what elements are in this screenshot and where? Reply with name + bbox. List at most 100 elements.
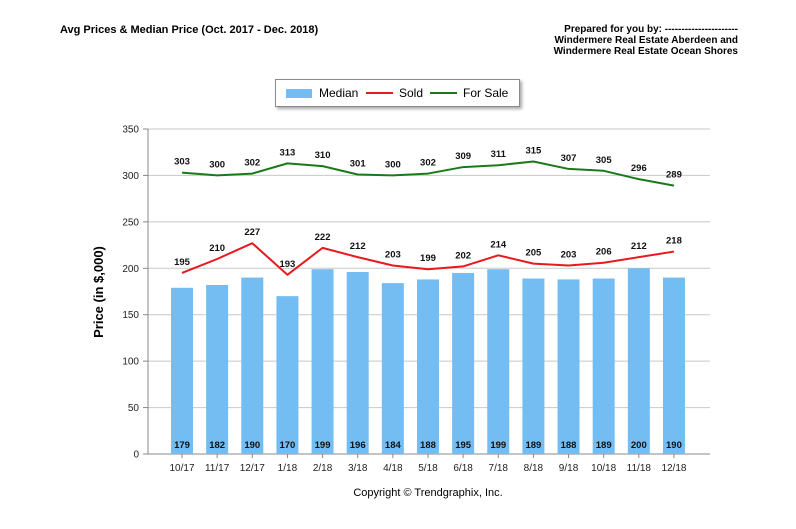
- y-tick-label: 300: [122, 171, 139, 182]
- median-data-label: 188: [420, 440, 436, 451]
- y-tick-label: 0: [133, 450, 139, 461]
- x-tick-label: 11/17: [205, 463, 230, 474]
- y-tick-label: 200: [122, 264, 139, 275]
- x-tick-label: 7/18: [489, 463, 509, 474]
- median-bar: [381, 283, 404, 454]
- legend-label-median: Median: [319, 86, 359, 100]
- for-sale-data-label: 310: [315, 150, 331, 161]
- x-tick-label: 8/18: [524, 463, 544, 474]
- sold-data-label: 193: [279, 259, 295, 270]
- y-tick-label: 100: [122, 357, 139, 368]
- x-tick-label: 12/18: [661, 463, 686, 474]
- for-sale-data-label: 311: [491, 149, 507, 160]
- y-tick-label: 150: [122, 310, 139, 321]
- x-tick-label: 11/18: [627, 463, 652, 474]
- sold-data-label: 210: [209, 243, 225, 254]
- x-tick-label: 3/18: [348, 463, 368, 474]
- median-data-label: 195: [455, 440, 472, 451]
- y-tick-label: 350: [122, 125, 139, 136]
- sold-data-label: 218: [666, 236, 682, 247]
- median-bar: [557, 279, 580, 454]
- sold-data-label: 222: [315, 232, 331, 243]
- median-data-label: 189: [525, 440, 541, 451]
- for-sale-data-label: 305: [596, 155, 613, 166]
- legend-label-sold: Sold: [399, 86, 424, 100]
- median-bar: [171, 287, 193, 454]
- for-sale-data-label: 309: [455, 151, 471, 162]
- median-data-label: 190: [666, 440, 682, 451]
- sold-data-label: 203: [385, 250, 401, 261]
- for-sale-data-label: 315: [525, 146, 542, 157]
- x-tick-label: 10/17: [169, 463, 194, 474]
- page-title: Avg Prices & Median Price (Oct. 2017 - D…: [60, 24, 319, 36]
- median-bar: [487, 269, 510, 454]
- median-data-label: 199: [490, 440, 506, 451]
- sold-data-label: 206: [596, 247, 612, 258]
- median-data-label: 182: [209, 440, 225, 451]
- prepared-line-2: Windermere Real Estate Aberdeen and: [554, 35, 739, 46]
- median-bar: [662, 277, 685, 454]
- sold-data-label: 195: [174, 257, 191, 268]
- y-axis-label: Price (in $,000): [91, 246, 106, 338]
- x-tick-label: 9/18: [559, 463, 579, 474]
- median-data-label: 190: [244, 440, 260, 451]
- legend-swatch-median: [286, 89, 312, 98]
- for-sale-data-label: 313: [279, 147, 295, 158]
- median-bar: [311, 269, 334, 454]
- x-tick-label: 4/18: [383, 463, 403, 474]
- for-sale-line: [181, 160, 675, 187]
- for-sale-data-label: 303: [174, 157, 190, 168]
- legend-swatch-for-sale: [430, 92, 457, 94]
- legend-swatch-sold: [366, 92, 393, 94]
- sold-data-label: 199: [420, 253, 436, 264]
- median-data-label: 200: [631, 440, 647, 451]
- x-tick-label: 5/18: [418, 463, 438, 474]
- median-data-label: 170: [279, 440, 295, 451]
- median-data-label: 188: [561, 440, 577, 451]
- legend-label-for-sale: For Sale: [463, 86, 509, 100]
- copyright: Copyright © Trendgraphix, Inc.: [353, 487, 503, 499]
- median-bar: [416, 279, 439, 454]
- median-bar: [346, 272, 369, 454]
- x-tick-label: 10/18: [591, 463, 616, 474]
- for-sale-data-label: 307: [561, 153, 577, 164]
- y-tick-label: 250: [122, 217, 139, 228]
- sold-data-label: 202: [455, 250, 471, 261]
- sold-line: [181, 242, 675, 276]
- x-tick-label: 2/18: [313, 463, 333, 474]
- for-sale-data-label: 296: [631, 163, 647, 174]
- sold-data-label: 227: [244, 227, 260, 238]
- median-bar: [276, 296, 299, 454]
- prepared-line-1: Prepared for you by: -------------------…: [564, 24, 738, 35]
- for-sale-data-label: 302: [244, 158, 260, 169]
- x-tick-label: 6/18: [453, 463, 473, 474]
- sold-data-label: 212: [350, 241, 366, 252]
- median-bar: [522, 278, 545, 454]
- for-sale-data-label: 300: [209, 159, 225, 170]
- y-tick-label: 50: [128, 403, 140, 414]
- median-bar: [206, 285, 229, 454]
- chart-legend: Median Sold For Sale: [275, 79, 520, 107]
- sold-data-label: 214: [490, 239, 507, 250]
- median-data-label: 189: [596, 440, 612, 451]
- x-tick-label: 1/18: [278, 463, 298, 474]
- prepared-line-3: Windermere Real Estate Ocean Shores: [553, 46, 738, 57]
- for-sale-data-label: 300: [385, 159, 401, 170]
- median-data-label: 184: [385, 440, 402, 451]
- median-data-label: 196: [350, 440, 366, 451]
- median-data-label: 199: [315, 440, 331, 451]
- prepared-for-block: Prepared for you by: -------------------…: [554, 24, 738, 57]
- sold-data-label: 212: [631, 241, 647, 252]
- median-bar: [241, 277, 264, 454]
- median-bar: [452, 272, 475, 454]
- median-bar: [627, 268, 650, 454]
- for-sale-data-label: 289: [666, 170, 682, 181]
- sold-data-label: 203: [561, 250, 577, 261]
- for-sale-data-label: 302: [420, 158, 436, 169]
- x-tick-label: 12/17: [240, 463, 265, 474]
- sold-data-label: 205: [525, 248, 542, 259]
- median-data-label: 179: [174, 440, 190, 451]
- for-sale-data-label: 301: [350, 159, 367, 170]
- median-bar: [592, 278, 615, 454]
